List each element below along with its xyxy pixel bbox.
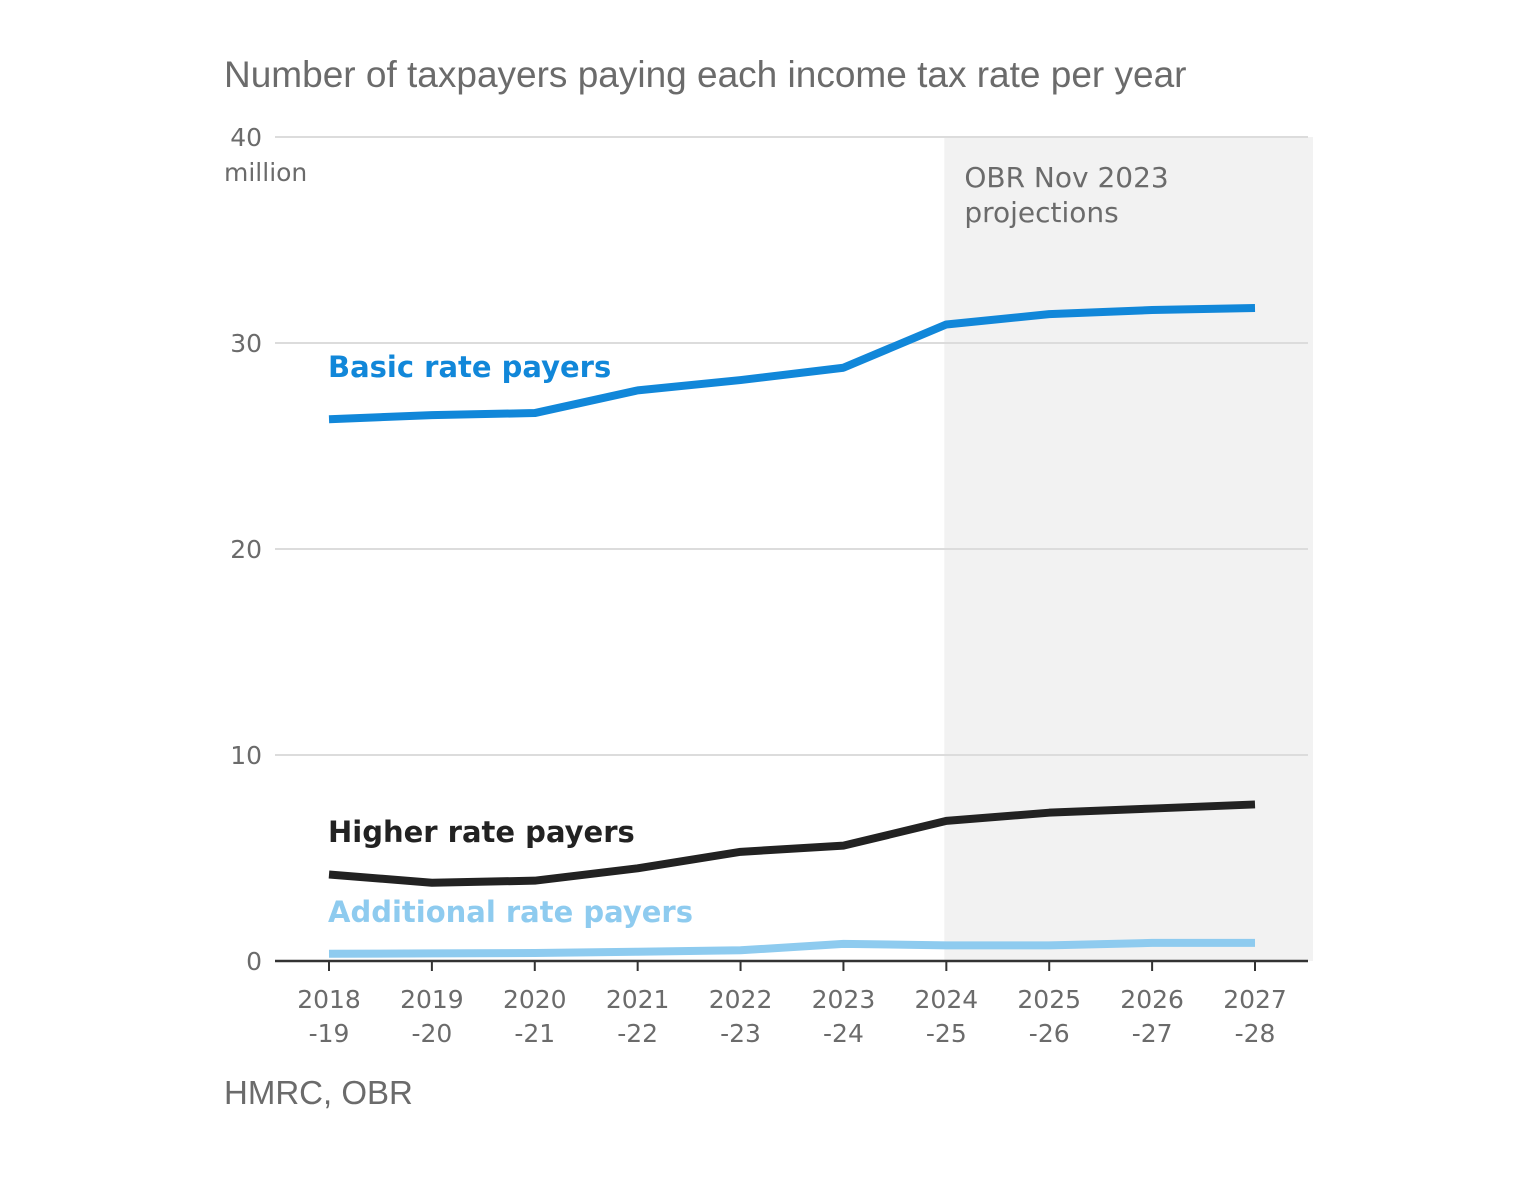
series-line-additional-rate-payers — [328, 938, 1255, 958]
x-tick-label: 2023 -24 — [812, 985, 876, 1048]
x-tick-label: 2021 -22 — [606, 985, 670, 1048]
x-tick-label: 2018 -19 — [297, 985, 361, 1048]
x-tick-label: 2022 -23 — [709, 985, 773, 1048]
x-tick-label: 2027 -28 — [1223, 985, 1287, 1048]
series-line-higher-rate-payers — [328, 800, 1256, 887]
series-label: Additional rate payers — [328, 895, 693, 929]
x-tick-label: 2025 -26 — [1017, 985, 1081, 1048]
y-tick-label: 40 — [230, 123, 262, 152]
projection-label: OBR Nov 2023 projections — [964, 161, 1168, 229]
y-tick-label: 20 — [230, 535, 262, 564]
series-line-basic-rate-payers — [328, 303, 1256, 424]
x-tick-label: 2026 -27 — [1120, 985, 1184, 1048]
series-label: Basic rate payers — [328, 350, 611, 384]
chart-source: HMRC, OBR — [224, 1074, 413, 1111]
chart-title: Number of taxpayers paying each income t… — [224, 54, 1187, 95]
x-tick-label: 2020 -21 — [503, 985, 567, 1048]
y-tick-label: 30 — [230, 329, 262, 358]
x-tick-label: 2019 -20 — [400, 985, 464, 1048]
x-tick-label: 2024 -25 — [915, 985, 979, 1048]
series-label: Higher rate payers — [328, 815, 635, 849]
y-tick-label: 10 — [230, 741, 262, 770]
y-unit-label: million — [224, 158, 307, 187]
y-tick-label: 0 — [246, 947, 262, 976]
